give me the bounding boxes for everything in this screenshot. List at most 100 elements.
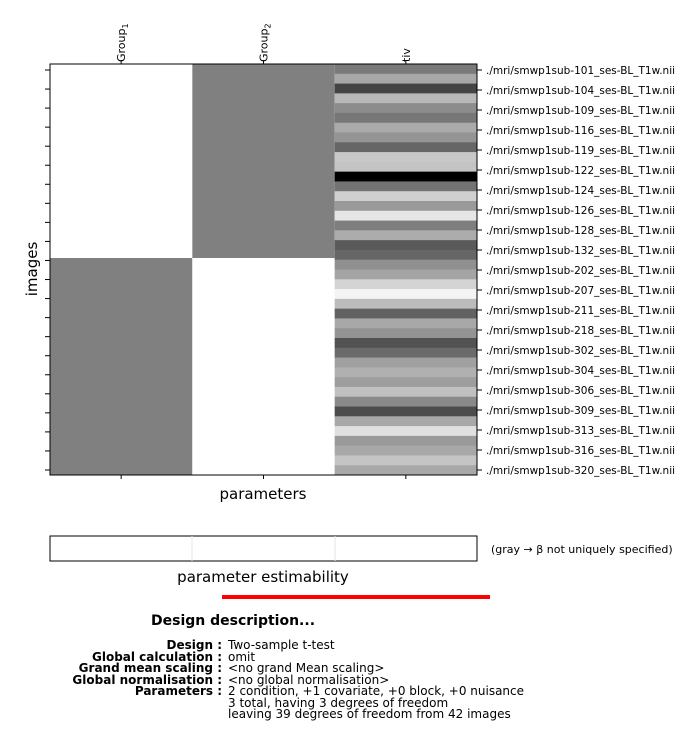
tiv-stripe: [334, 142, 477, 153]
tiv-stripe: [334, 455, 477, 466]
design-row-label: Grand mean scaling :: [78, 661, 222, 675]
tiv-stripe: [334, 122, 477, 133]
tiv-stripe: [334, 357, 477, 368]
tiv-stripe: [334, 426, 477, 437]
design-row: Grand mean scaling : <no grand Mean scali…: [0, 661, 699, 675]
image-label: ./mri/smwp1sub-126_ses-BL_T1w.nii: [486, 205, 675, 217]
design-row-value: 2 condition, +1 covariate, +0 block, +0 …: [228, 684, 525, 698]
image-label: ./mri/smwp1sub-119_ses-BL_T1w.nii: [486, 145, 675, 157]
tiv-stripe: [334, 83, 477, 94]
estimability-label: parameter estimability: [177, 568, 349, 586]
tiv-stripe: [334, 308, 477, 319]
tiv-stripe: [334, 201, 477, 212]
tiv-stripe: [334, 269, 477, 280]
design-description-title: Design description...: [151, 613, 316, 629]
image-label: ./mri/smwp1sub-122_ses-BL_T1w.nii: [486, 165, 675, 177]
tiv-stripe: [334, 416, 477, 427]
tiv-stripe: [334, 64, 477, 75]
tiv-stripe: [334, 249, 477, 261]
tiv-stripe: [334, 240, 477, 251]
design-row-value: 3 total, having 3 degrees of freedom: [228, 695, 449, 710]
tiv-stripe: [334, 465, 477, 476]
tiv-stripe: [334, 181, 477, 192]
design-row: Global normalisation : <no global normali…: [0, 672, 699, 687]
tiv-stripe: [334, 279, 477, 290]
image-label: ./mri/smwp1sub-101_ses-BL_T1w.nii: [486, 65, 675, 77]
image-label: ./mri/smwp1sub-202_ses-BL_T1w.nii: [486, 265, 675, 277]
tiv-stripe: [334, 171, 477, 182]
design-matrix[interactable]: [49, 63, 478, 476]
tiv-stripe: [334, 289, 477, 300]
group1-cell-on: [50, 64, 193, 258]
image-label: ./mri/smwp1sub-211_ses-BL_T1w.nii: [486, 305, 675, 317]
image-label: ./mri/smwp1sub-306_ses-BL_T1w.nii: [486, 385, 675, 397]
image-label: ./mri/smwp1sub-116_ses-BL_T1w.nii: [486, 125, 675, 137]
tiv-stripe: [334, 298, 477, 310]
design-row-value: omit: [228, 649, 256, 664]
group1-cell-off: [50, 258, 193, 475]
group2-cell-on: [192, 258, 335, 475]
design-row: leaving 39 degrees of freedom from 42 im…: [0, 707, 699, 721]
design-row-value: leaving 39 degrees of freedom from 42 im…: [228, 707, 511, 721]
tiv-stripe: [334, 318, 477, 329]
image-label: ./mri/smwp1sub-124_ses-BL_T1w.nii: [486, 185, 675, 197]
tiv-stripe: [334, 347, 477, 358]
image-label: ./mri/smwp1sub-302_ses-BL_T1w.nii: [486, 345, 675, 357]
design-row: Design : Two-sample t-test: [0, 638, 699, 652]
design-row-value: Two-sample t-test: [228, 638, 335, 652]
tiv-stripe: [334, 230, 477, 241]
y-axis-label: images: [23, 242, 41, 297]
image-label: ./mri/smwp1sub-132_ses-BL_T1w.nii: [486, 245, 675, 257]
column-label: tiv: [400, 48, 413, 62]
design-row: Parameters : 2 condition, +1 covariate, +…: [0, 684, 699, 698]
tiv-stripe: [334, 103, 477, 114]
estimability-bar[interactable]: [49, 535, 478, 562]
design-row-value: <no grand Mean scaling>: [228, 661, 385, 675]
design-row-value: <no global normalisation>: [228, 672, 390, 687]
tiv-stripe: [334, 220, 477, 231]
tiv-stripe: [334, 377, 477, 388]
image-label: ./mri/smwp1sub-304_ses-BL_T1w.nii: [486, 365, 675, 377]
tiv-stripe: [334, 112, 477, 124]
axis-ticks: [45, 60, 482, 479]
tiv-stripe: [334, 210, 477, 221]
x-axis-label: parameters: [219, 485, 306, 503]
tiv-stripe: [334, 435, 477, 447]
image-label: ./mri/smwp1sub-320_ses-BL_T1w.nii: [486, 465, 675, 477]
image-label: ./mri/smwp1sub-128_ses-BL_T1w.nii: [486, 225, 675, 237]
tiv-stripe: [334, 386, 477, 398]
image-labels: ./mri/smwp1sub-101_ses-BL_T1w.nii ./mri/s…: [486, 65, 675, 477]
design-matrix-figure: Group1 Group2 tiv ./mri/smwp1sub-101_ses-B…: [23, 23, 675, 503]
tiv-stripe: [334, 406, 477, 417]
tiv-stripe: [334, 132, 477, 143]
design-row-label: Global calculation :: [92, 649, 222, 664]
estimability-note: (gray → β not uniquely specified): [491, 543, 673, 556]
image-label: ./mri/smwp1sub-218_ses-BL_T1w.nii: [486, 325, 675, 337]
image-label: ./mri/smwp1sub-104_ses-BL_T1w.nii: [486, 85, 675, 97]
design-row-label: Global normalisation :: [72, 672, 222, 687]
tiv-stripe: [334, 161, 477, 173]
image-label: ./mri/smwp1sub-316_ses-BL_T1w.nii: [486, 445, 675, 457]
image-label: ./mri/smwp1sub-109_ses-BL_T1w.nii: [486, 105, 675, 117]
tiv-stripe: [334, 445, 477, 456]
image-label: ./mri/smwp1sub-207_ses-BL_T1w.nii: [486, 285, 675, 297]
image-label: ./mri/smwp1sub-309_ses-BL_T1w.nii: [486, 405, 675, 417]
design-row-label: Design :: [166, 638, 222, 652]
estimability-figure: (gray → β not uniquely specified) parame…: [49, 535, 673, 599]
design-row: Global calculation : omit: [0, 649, 699, 664]
design-description-table: Design : Two-sample t-test Global calculat…: [0, 638, 699, 730]
group2-cell-off: [192, 64, 335, 258]
tiv-stripe: [334, 396, 477, 407]
tiv-stripe: [334, 73, 477, 84]
column-labels: Group1 Group2 tiv: [115, 23, 413, 62]
tiv-stripe: [334, 152, 477, 163]
design-row: 3 total, having 3 degrees of freedom: [0, 695, 699, 710]
image-label: ./mri/smwp1sub-313_ses-BL_T1w.nii: [486, 425, 675, 437]
tiv-stripe: [334, 191, 477, 202]
tiv-stripe: [334, 259, 477, 270]
tiv-stripe: [334, 93, 477, 104]
tiv-stripe: [334, 367, 477, 378]
column-label: Group1: [115, 23, 130, 62]
column-label: Group2: [258, 23, 273, 62]
